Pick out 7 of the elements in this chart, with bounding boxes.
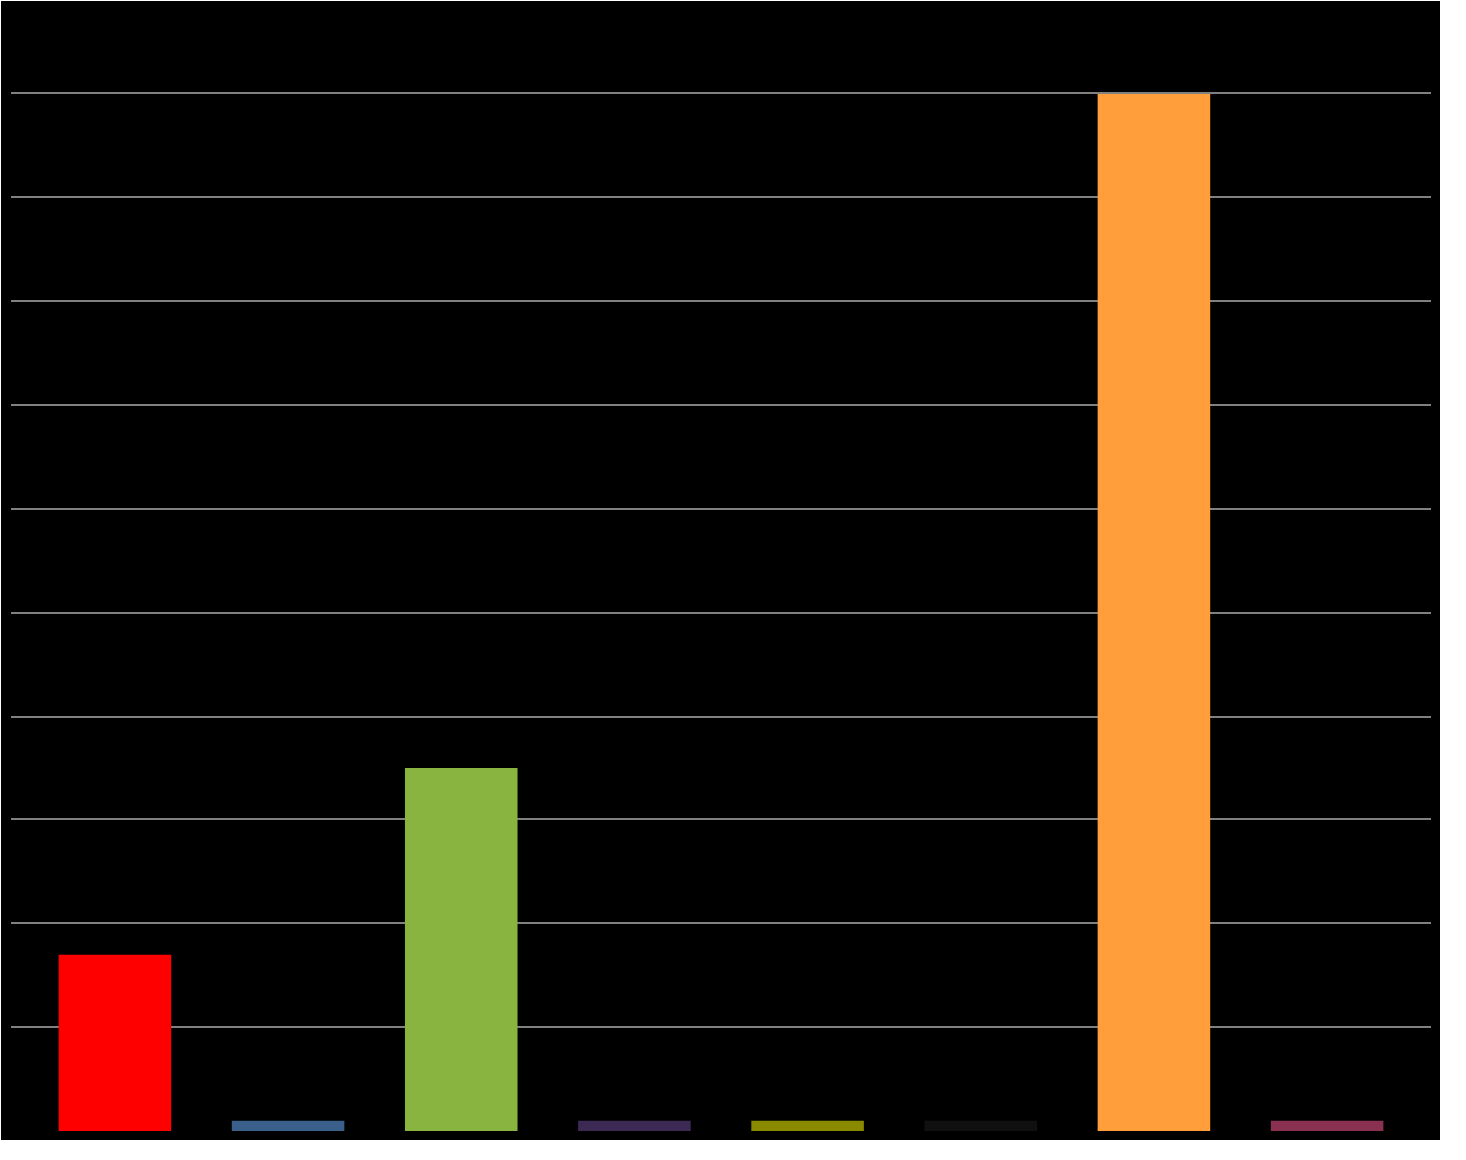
bar bbox=[1097, 93, 1211, 1131]
bar bbox=[404, 768, 518, 1131]
bar bbox=[751, 1120, 864, 1131]
bar bbox=[578, 1120, 691, 1131]
bar bbox=[58, 954, 172, 1131]
bar bbox=[1270, 1120, 1384, 1131]
bar bbox=[231, 1120, 345, 1131]
